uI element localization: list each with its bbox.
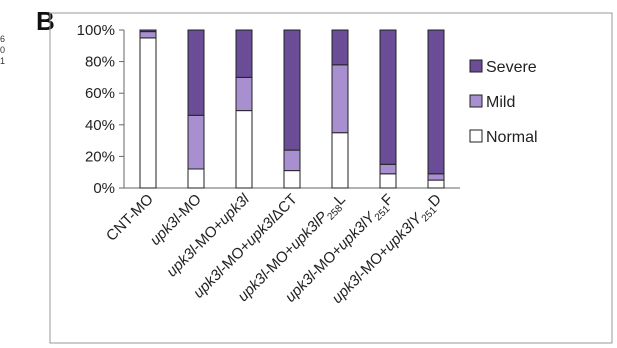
- bar-segment: [379, 29, 397, 165]
- y-axis: 0% 20% 40% 60% 80% 100%: [77, 22, 460, 197]
- bar-segment: [235, 29, 253, 78]
- y-tick-label: 40%: [85, 117, 115, 134]
- bar-segment: [331, 29, 349, 66]
- bar-area: [139, 29, 445, 189]
- bar-segment: [379, 163, 397, 175]
- y-tick-label: 20%: [85, 148, 115, 165]
- y-tick-label: 0%: [93, 180, 115, 197]
- bar-segment: [331, 64, 349, 134]
- legend-swatch: [469, 129, 483, 143]
- bar-segment: [427, 29, 445, 175]
- bar-segment: [283, 170, 301, 189]
- x-tick-label: upk3l-MO+upk3l: [163, 190, 253, 280]
- bar-segment: [187, 168, 205, 189]
- bar-segment: [139, 29, 157, 33]
- bar-segment: [139, 31, 157, 39]
- bar-segment: [427, 179, 445, 189]
- legend-swatch: [469, 59, 483, 73]
- legend-label: Normal: [486, 129, 538, 146]
- bar-segment: [331, 132, 349, 189]
- bar-segment: [427, 173, 445, 181]
- y-tick-label: 100%: [77, 22, 115, 39]
- y-tick-label: 60%: [85, 85, 115, 102]
- bar-segment: [187, 29, 205, 116]
- legend-label: Severe: [486, 59, 537, 76]
- y-tick-label: 80%: [85, 54, 115, 71]
- bar-segment: [283, 149, 301, 172]
- bar-segment: [379, 173, 397, 189]
- bar-segment: [139, 37, 157, 189]
- legend: Severe Mild Normal: [469, 59, 538, 146]
- side-text-line: 6: [0, 34, 6, 44]
- x-axis-labels: CNT-MOupk3l-MOupk3l-MO+upk3lupk3l-MO+upk…: [103, 190, 445, 307]
- legend-label: Mild: [486, 94, 515, 111]
- side-text-line: 1: [0, 56, 6, 66]
- side-text-line: 0: [0, 45, 6, 55]
- bar-segment: [235, 76, 253, 112]
- cropped-side-text: 6 0 1: [0, 34, 5, 67]
- chart-frame: [49, 12, 613, 344]
- legend-swatch: [469, 94, 483, 108]
- bar-segment: [235, 110, 253, 189]
- bar-segment: [187, 114, 205, 170]
- bar-segment: [283, 29, 301, 151]
